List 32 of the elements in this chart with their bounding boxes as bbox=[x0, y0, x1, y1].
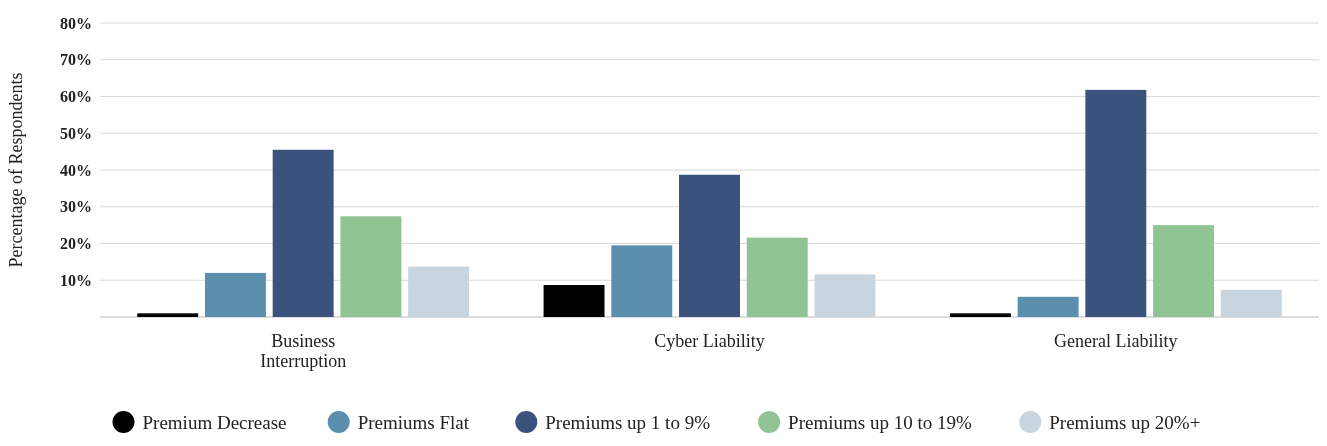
bar bbox=[1220, 289, 1282, 317]
y-tick-label: 60% bbox=[60, 88, 92, 106]
bar bbox=[611, 245, 673, 317]
legend-label: Premiums up 20%+ bbox=[1049, 411, 1201, 433]
bar bbox=[679, 174, 740, 317]
bar bbox=[272, 149, 334, 317]
bar bbox=[1017, 296, 1079, 317]
bar bbox=[408, 266, 470, 317]
bar bbox=[746, 237, 808, 317]
x-tick-label: Business Interruption bbox=[260, 331, 347, 371]
bar bbox=[1085, 89, 1147, 317]
x-tick-label: General Liability bbox=[1054, 331, 1178, 351]
y-tick-label: 40% bbox=[60, 161, 92, 179]
legend-label: Premium Decrease bbox=[142, 411, 287, 433]
bar bbox=[949, 313, 1011, 317]
y-tick-label: 80% bbox=[60, 14, 92, 32]
y-tick-label: 70% bbox=[60, 51, 92, 69]
y-axis-title: Percentage of Respondents bbox=[6, 72, 26, 268]
y-tick-label: 20% bbox=[60, 235, 92, 253]
legend-label: Premiums up 1 to 9% bbox=[545, 411, 711, 433]
bar bbox=[543, 285, 605, 317]
x-tick-label: Cyber Liability bbox=[654, 331, 765, 351]
legend-label: Premiums up 10 to 19% bbox=[788, 411, 972, 433]
y-tick-label: 30% bbox=[60, 198, 92, 216]
y-tick-label: 10% bbox=[60, 271, 92, 289]
bar bbox=[204, 272, 266, 317]
bar bbox=[340, 216, 402, 317]
bar bbox=[1153, 225, 1215, 317]
legend-label: Premiums Flat bbox=[357, 411, 470, 433]
bar bbox=[137, 313, 199, 317]
y-tick-label: 50% bbox=[60, 124, 92, 142]
bar bbox=[814, 274, 876, 317]
